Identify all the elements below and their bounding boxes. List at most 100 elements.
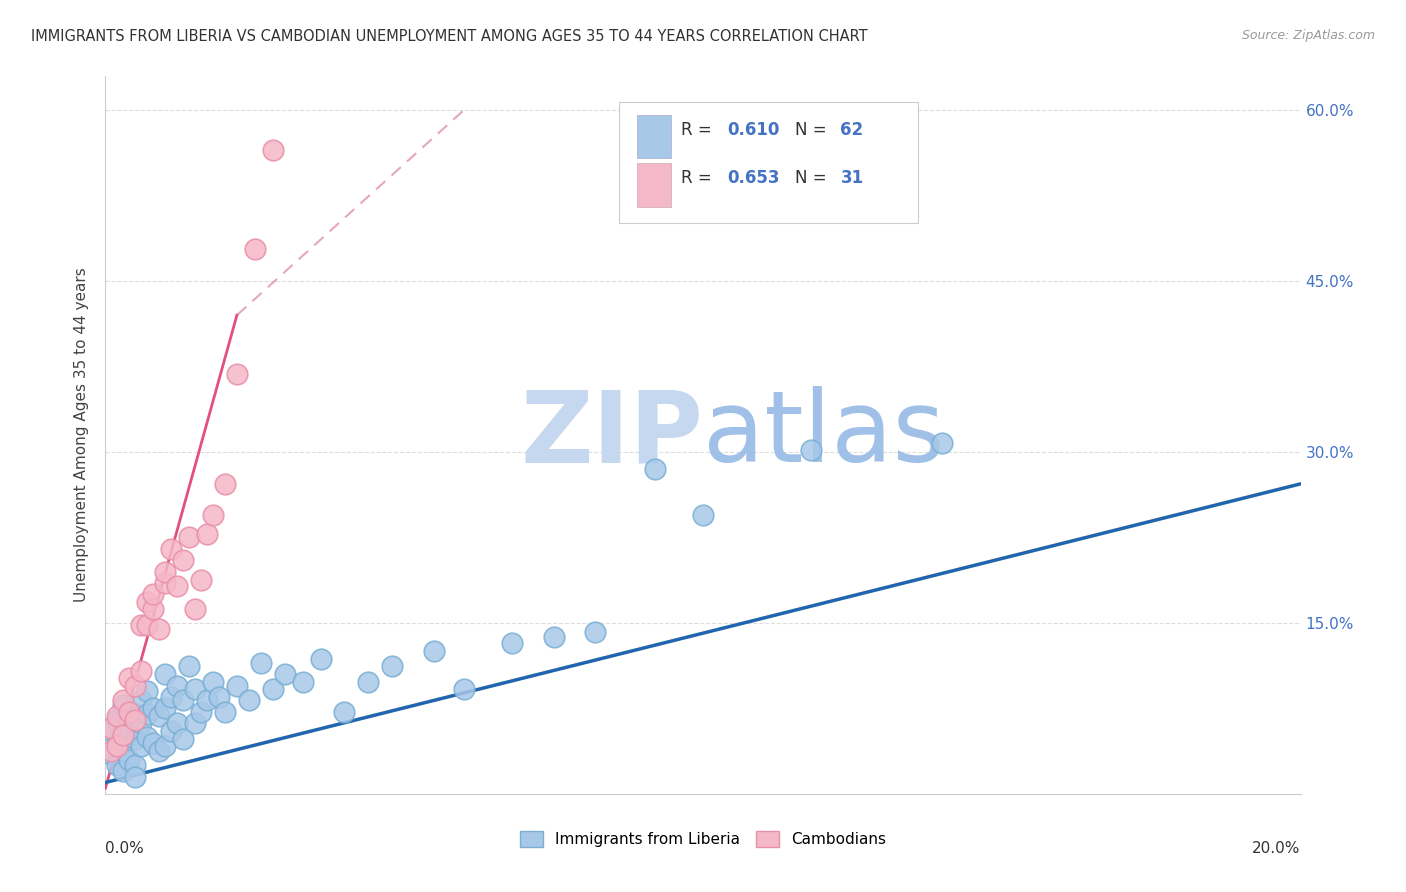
Point: [177, 659, 201, 673]
Point: [124, 758, 146, 772]
Point: [155, 739, 177, 753]
Point: [195, 693, 218, 707]
Point: [155, 701, 177, 715]
Text: ZIP: ZIP: [520, 386, 703, 483]
Point: [177, 530, 201, 544]
Point: [107, 735, 129, 749]
Point: [208, 690, 231, 704]
Point: [129, 618, 153, 632]
Point: [112, 764, 135, 778]
Point: [148, 709, 170, 723]
Point: [100, 724, 122, 739]
Point: [136, 730, 159, 744]
Point: [799, 442, 821, 457]
Point: [155, 576, 177, 591]
Point: [262, 681, 284, 696]
Point: [166, 579, 188, 593]
Point: [112, 721, 135, 735]
Point: [225, 679, 249, 693]
Point: [262, 143, 284, 157]
Point: [357, 675, 380, 690]
Point: [136, 684, 159, 698]
Point: [543, 630, 565, 644]
Point: [309, 652, 332, 666]
Point: [142, 602, 165, 616]
Point: [202, 508, 225, 522]
Point: [250, 656, 273, 670]
Point: [453, 681, 475, 696]
Text: 0.0%: 0.0%: [105, 840, 145, 855]
Point: [124, 732, 146, 747]
Legend: Immigrants from Liberia, Cambodians: Immigrants from Liberia, Cambodians: [520, 831, 886, 847]
Point: [100, 743, 122, 757]
Point: [184, 681, 207, 696]
Point: [100, 721, 122, 735]
Point: [136, 707, 159, 722]
Point: [214, 476, 236, 491]
Point: [112, 743, 135, 757]
Point: [333, 705, 356, 719]
Point: [129, 739, 153, 753]
Point: [118, 728, 141, 742]
Point: [160, 690, 183, 704]
Point: [692, 508, 714, 522]
Point: [112, 728, 135, 742]
Point: [142, 735, 165, 749]
Point: [118, 705, 141, 719]
Point: [136, 595, 159, 609]
Bar: [637, 163, 671, 207]
Text: N =: N =: [794, 121, 832, 139]
Point: [142, 701, 165, 715]
Point: [155, 667, 177, 681]
Y-axis label: Unemployment Among Ages 35 to 44 years: Unemployment Among Ages 35 to 44 years: [75, 268, 90, 602]
Point: [202, 675, 225, 690]
Point: [124, 679, 146, 693]
Point: [423, 644, 446, 658]
Point: [129, 664, 153, 678]
Point: [142, 587, 165, 601]
Point: [238, 693, 260, 707]
Point: [136, 618, 159, 632]
Point: [172, 732, 194, 747]
Point: [107, 709, 129, 723]
Point: [118, 753, 141, 767]
Point: [184, 716, 207, 731]
Point: [160, 724, 183, 739]
Point: [124, 770, 146, 784]
Point: [195, 527, 218, 541]
Point: [931, 435, 953, 450]
Point: [243, 242, 266, 256]
Point: [100, 747, 122, 761]
Point: [225, 368, 249, 382]
Point: [112, 693, 135, 707]
Point: [129, 716, 153, 731]
Point: [190, 573, 212, 587]
Text: Source: ZipAtlas.com: Source: ZipAtlas.com: [1241, 29, 1375, 42]
Point: [585, 625, 607, 640]
Text: 0.610: 0.610: [727, 121, 779, 139]
Point: [155, 565, 177, 579]
Point: [214, 705, 236, 719]
Point: [166, 679, 188, 693]
Point: [172, 553, 194, 567]
Point: [107, 739, 129, 753]
Text: R =: R =: [682, 121, 717, 139]
Point: [124, 707, 146, 722]
Point: [291, 675, 314, 690]
Point: [166, 716, 188, 731]
Point: [148, 622, 170, 636]
Point: [107, 758, 129, 772]
Point: [190, 705, 212, 719]
Point: [112, 698, 135, 712]
Text: atlas: atlas: [703, 386, 945, 483]
Text: 0.653: 0.653: [727, 169, 779, 187]
Point: [129, 693, 153, 707]
Text: 62: 62: [841, 121, 863, 139]
Point: [118, 705, 141, 719]
Point: [172, 693, 194, 707]
Point: [124, 713, 146, 727]
Text: IMMIGRANTS FROM LIBERIA VS CAMBODIAN UNEMPLOYMENT AMONG AGES 35 TO 44 YEARS CORR: IMMIGRANTS FROM LIBERIA VS CAMBODIAN UNE…: [31, 29, 868, 44]
Point: [501, 636, 523, 650]
Point: [148, 743, 170, 757]
Point: [644, 462, 666, 476]
